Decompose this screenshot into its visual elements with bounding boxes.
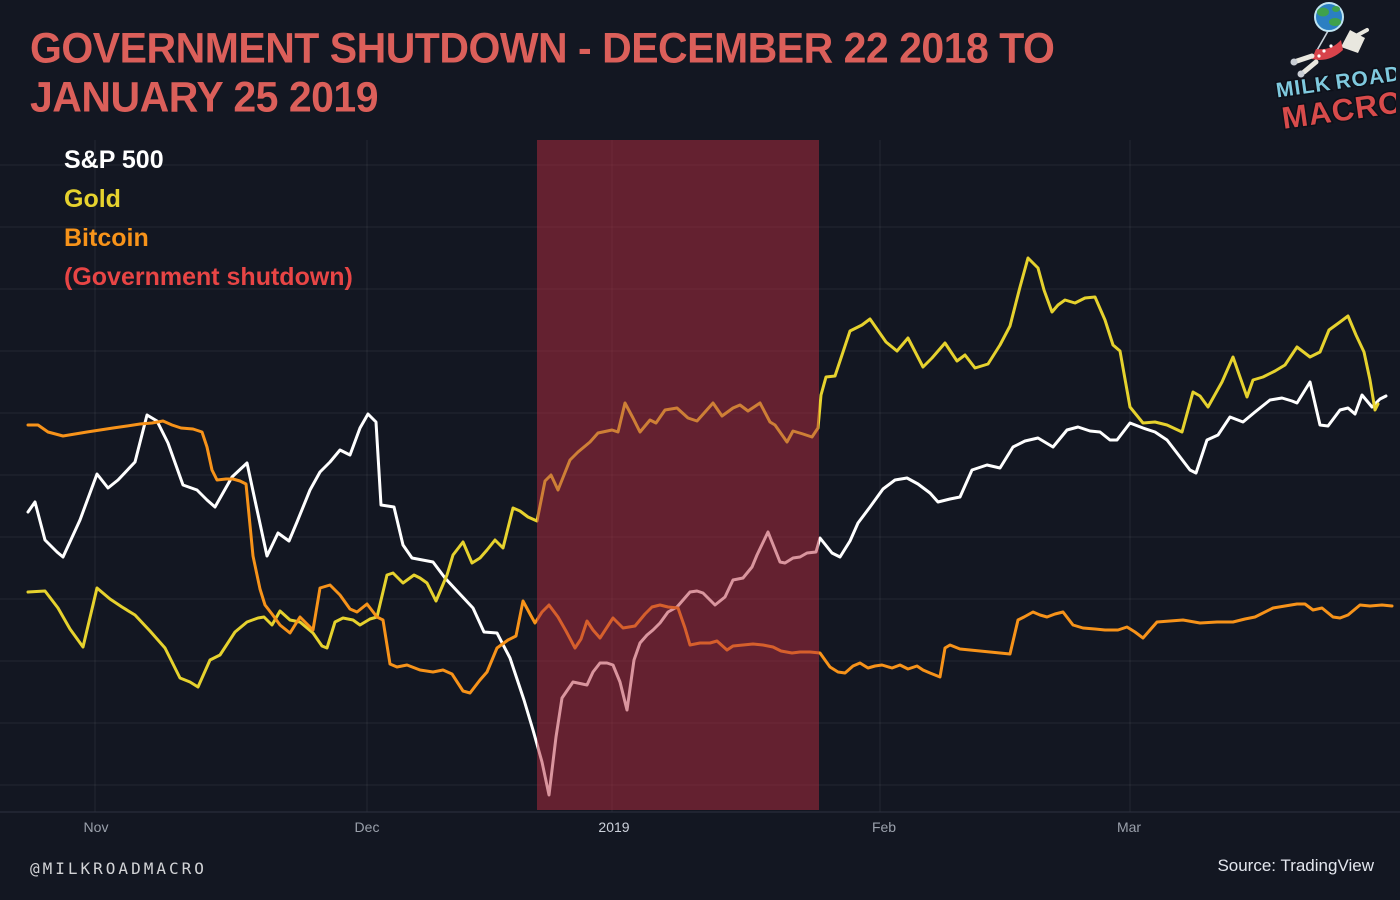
page-title-line2: JANUARY 25 2019 [30, 72, 379, 121]
watermark-handle: @MILKROADMACRO [30, 859, 207, 878]
milk-road-macro-logo: MILK ROAD MACRO [1266, 0, 1400, 138]
chart-legend: S&P 500 Gold Bitcoin (Government shutdow… [64, 141, 353, 297]
shutdown-region-highlight [537, 140, 819, 810]
legend-item-sp500: S&P 500 [64, 146, 164, 174]
legend-item-shutdown: (Government shutdown) [64, 263, 353, 291]
logo-wordmark: MILK ROAD MACRO [1273, 61, 1400, 138]
page-title: GOVERNMENT SHUTDOWN - DECEMBER 22 2018 T… [30, 24, 1055, 122]
source-credit: Source: TradingView [1217, 856, 1374, 875]
x-tick-label: Feb [872, 819, 896, 835]
x-tick-label: Nov [84, 819, 109, 835]
legend-item-gold: Gold [64, 185, 121, 213]
globe-balloon-icon [1314, 2, 1344, 53]
x-tick-label: Mar [1117, 819, 1141, 835]
page-title-line1: GOVERNMENT SHUTDOWN - DECEMBER 22 2018 T… [30, 24, 1055, 72]
x-tick-label: 2019 [598, 819, 629, 835]
x-tick-label: Dec [355, 819, 380, 835]
legend-item-bitcoin: Bitcoin [64, 224, 149, 252]
mascot-illustration [1290, 28, 1369, 78]
